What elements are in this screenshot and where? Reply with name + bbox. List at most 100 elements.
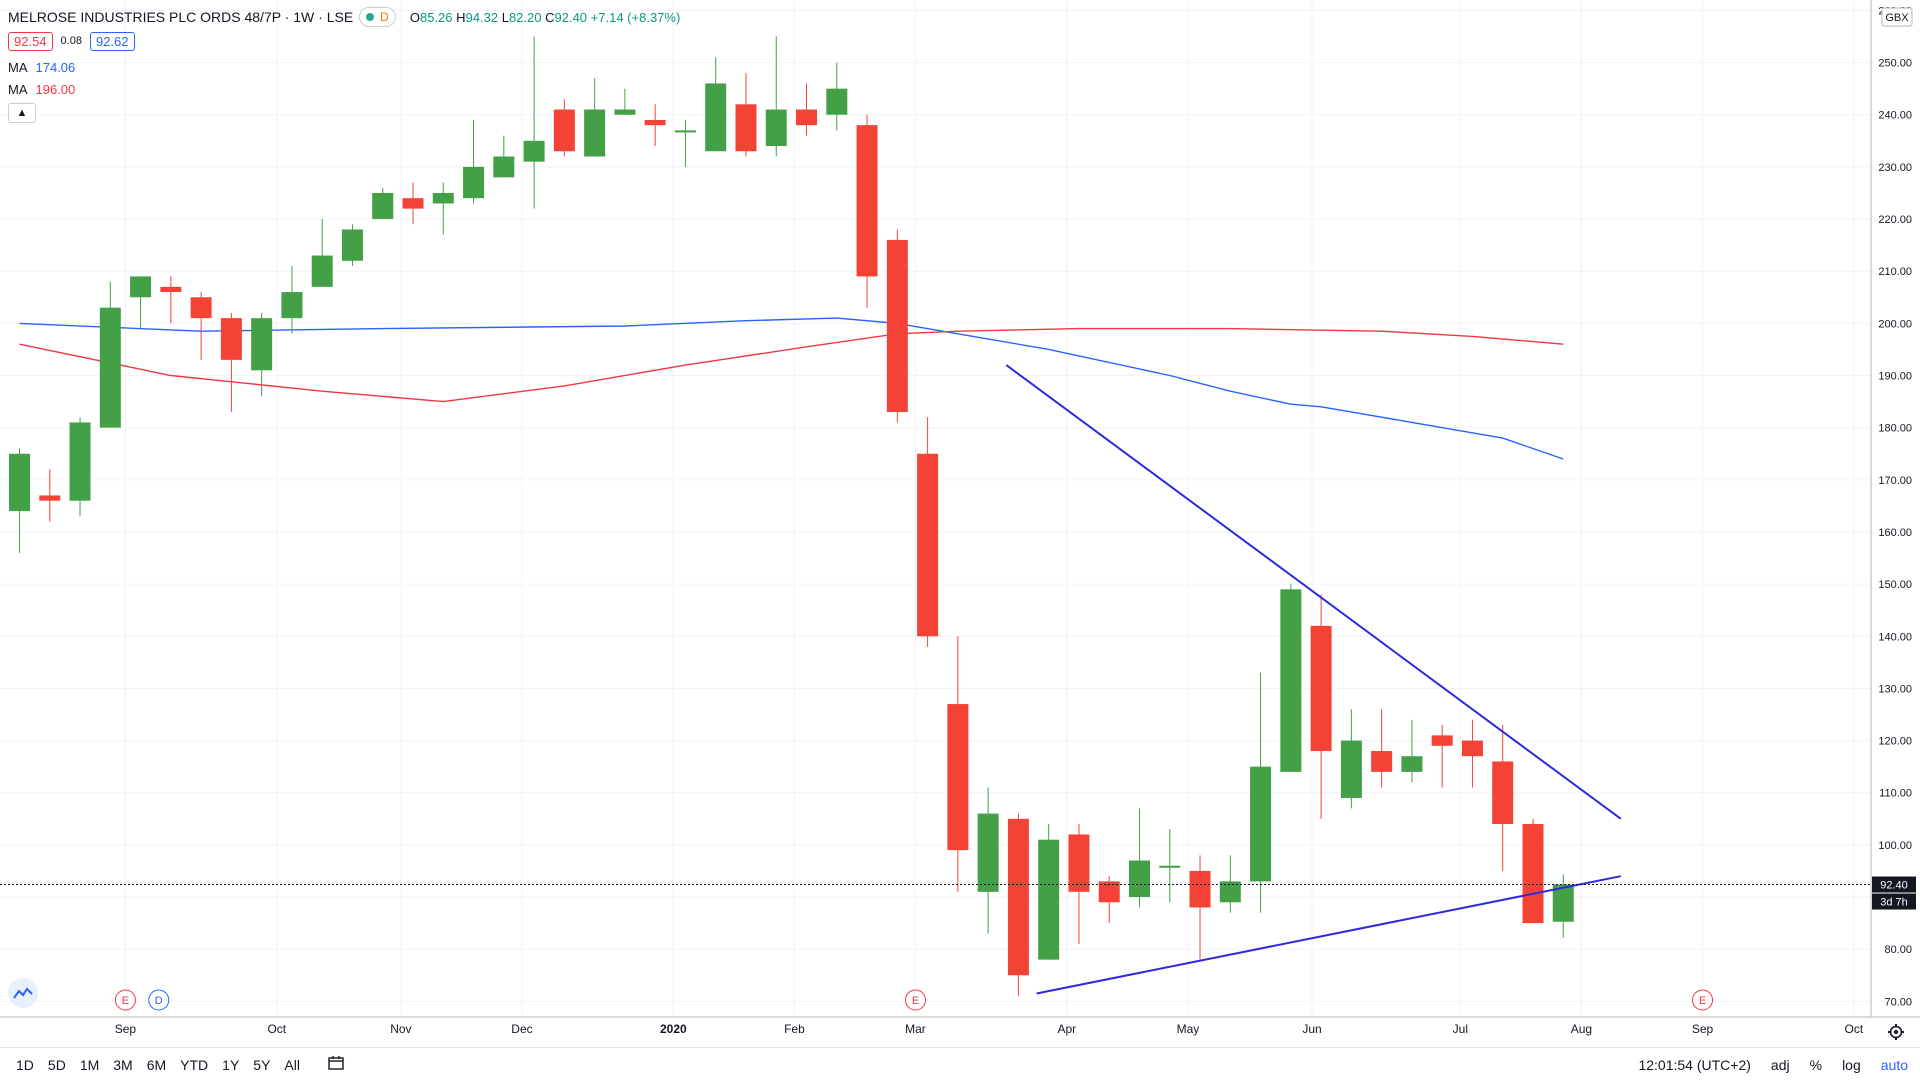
candle-body <box>705 83 727 152</box>
chart[interactable]: 70.0080.0090.00100.00110.00120.00130.001… <box>0 0 1920 1047</box>
trendlines[interactable] <box>1005 364 1622 995</box>
log-toggle[interactable]: log <box>1842 1056 1861 1073</box>
timeframe-1m-button[interactable]: 1M <box>79 1056 100 1073</box>
open-value: 85.26 <box>419 9 453 25</box>
candle-body <box>1068 834 1090 892</box>
time-axis[interactable]: Sep Oct Nov Dec 2020 Feb Mar Apr May Jun Jul Aug Sep… <box>115 1022 1864 1036</box>
candle <box>1189 855 1211 960</box>
bid-ask-row: 92.54 0.08 92.62 <box>8 30 680 52</box>
candle-body <box>614 109 636 115</box>
candle <box>311 219 333 287</box>
x-tick-label: Aug <box>1571 1022 1592 1036</box>
timeframe-1y-button[interactable]: 1Y <box>222 1056 240 1073</box>
candle-body <box>1552 884 1574 922</box>
candle <box>735 73 757 157</box>
candle-body <box>1371 751 1393 772</box>
svg-text:D: D <box>155 995 163 1007</box>
candle <box>251 312 273 397</box>
bottom-toolbar: 1D 5D 1M 3M 6M YTD 1Y 5Y All 12:01:54 (UTC+2) ad… <box>0 1047 1920 1081</box>
x-tick-label: Jul <box>1453 1022 1468 1036</box>
dividend-event-icon[interactable]: D <box>148 989 170 1011</box>
candle <box>856 114 878 308</box>
calendar-range-icon[interactable] <box>328 1056 344 1073</box>
symbol-title[interactable]: MELROSE INDUSTRIES PLC ORDS 48/7P · 1W ·… <box>8 9 354 25</box>
candle <box>281 265 303 334</box>
candle <box>553 99 575 157</box>
y-tick-label: 80.00 <box>1884 944 1912 956</box>
timeframe-all-button[interactable]: All <box>284 1056 300 1073</box>
candle-body <box>69 422 91 501</box>
candle-body <box>735 104 757 152</box>
candle-body <box>826 88 848 115</box>
candle-body <box>917 453 939 637</box>
candle <box>69 417 91 517</box>
candle <box>614 88 636 115</box>
svg-text:E: E <box>1699 995 1706 1007</box>
collapse-legend-chevron-up-icon[interactable]: ▲ <box>8 103 36 123</box>
change-value: +7.14 (+8.37%) <box>590 9 681 25</box>
tradingview-logo-icon[interactable] <box>8 978 38 1008</box>
timeframe-5d-button[interactable]: 5D <box>47 1056 66 1073</box>
timeframe-6m-button[interactable]: 6M <box>146 1056 167 1073</box>
x-tick-label: Feb <box>784 1022 805 1036</box>
candle-body <box>281 292 303 319</box>
market-status-pill[interactable]: D <box>359 7 396 27</box>
high-value: 94.32 <box>465 9 499 25</box>
candle-body <box>463 166 485 199</box>
clock[interactable]: 12:01:54 (UTC+2) <box>1638 1056 1751 1073</box>
candle <box>1250 672 1272 913</box>
candle-body <box>765 109 787 147</box>
candle-body <box>1280 589 1302 772</box>
adj-toggle[interactable]: adj <box>1770 1056 1790 1073</box>
y-tick-label: 100.00 <box>1878 840 1912 852</box>
svg-text:92.40: 92.40 <box>1880 880 1908 892</box>
y-tick-label: 110.00 <box>1879 788 1912 800</box>
candle-body <box>1098 881 1120 903</box>
ma1-legend[interactable]: MA 174.06 <box>8 59 76 75</box>
candle-body <box>130 276 152 298</box>
candle <box>341 224 363 266</box>
timeframe-5y-button[interactable]: 5Y <box>253 1056 271 1073</box>
currency-label: GBX <box>1881 7 1913 27</box>
y-tick-label: 240.00 <box>1878 110 1912 122</box>
candle <box>523 36 545 209</box>
candle <box>644 104 666 147</box>
gear-icon[interactable] <box>1888 1024 1904 1040</box>
trendline[interactable] <box>1005 364 1622 820</box>
candle-body <box>674 130 696 133</box>
candle-body <box>1189 870 1211 908</box>
timeframe-1d-button[interactable]: 1D <box>16 1056 34 1073</box>
svg-text:E: E <box>912 995 919 1007</box>
percent-toggle[interactable]: % <box>1809 1056 1823 1073</box>
candle <box>1371 709 1393 788</box>
timeframe-ytd-button[interactable]: YTD <box>180 1056 209 1073</box>
timeframe-buttons: 1D 5D 1M 3M 6M YTD 1Y 5Y All <box>16 1057 300 1073</box>
candle-body <box>341 229 363 261</box>
ma-line <box>19 317 1564 460</box>
candle-body <box>372 192 394 220</box>
ask-price[interactable]: 92.62 <box>89 31 135 51</box>
x-tick-label: May <box>1177 1022 1200 1036</box>
svg-text:3d 7h: 3d 7h <box>1880 897 1908 909</box>
earnings-event-icon[interactable]: E <box>904 989 926 1011</box>
timeframe-3m-button[interactable]: 3M <box>113 1056 133 1073</box>
candle <box>1007 813 1029 997</box>
candle <box>674 119 696 167</box>
candle <box>9 448 30 553</box>
bid-price[interactable]: 92.54 <box>8 31 53 51</box>
ohlc-values: O85.26 H94.32 L82.20 C92.40 +7.14 (+8.37… <box>409 9 681 25</box>
earnings-event-icon[interactable]: E <box>1692 989 1714 1011</box>
candle <box>1522 818 1544 924</box>
y-tick-label: 230.00 <box>1878 162 1912 174</box>
low-value: 82.20 <box>508 9 542 25</box>
ma2-legend[interactable]: MA 196.00 <box>8 81 76 97</box>
earnings-event-icon[interactable]: E <box>114 989 136 1011</box>
svg-text:E: E <box>122 995 129 1007</box>
candles <box>9 36 1574 997</box>
candle-body <box>432 192 454 204</box>
trendline[interactable] <box>1036 875 1621 995</box>
y-tick-label: 210.00 <box>1878 266 1912 278</box>
candle <box>432 182 454 235</box>
auto-toggle[interactable]: auto <box>1880 1056 1908 1073</box>
